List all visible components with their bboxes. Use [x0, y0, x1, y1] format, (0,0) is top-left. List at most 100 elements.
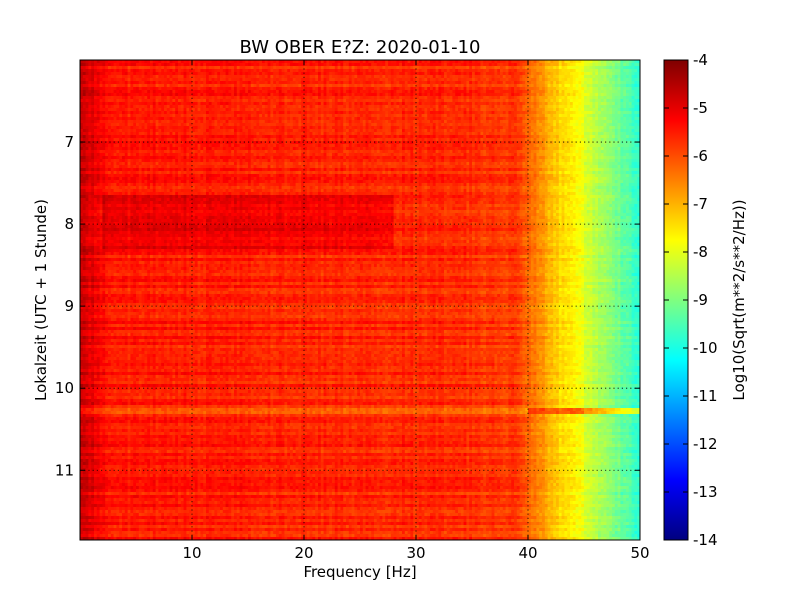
heatmap-cell	[438, 99, 442, 103]
heatmap-cell	[449, 132, 453, 136]
heatmap-cell	[239, 66, 243, 70]
heatmap-cell	[612, 105, 616, 109]
heatmap-cell	[166, 114, 170, 118]
heatmap-cell	[592, 126, 596, 130]
heatmap-cell	[600, 87, 604, 91]
heatmap-cell	[113, 60, 117, 64]
heatmap-cell	[402, 78, 406, 82]
heatmap-cell	[421, 66, 425, 70]
heatmap-cell	[575, 111, 579, 115]
heatmap-cell	[446, 81, 450, 85]
heatmap-cell	[533, 126, 537, 130]
heatmap-cell	[427, 99, 431, 103]
heatmap-cell	[136, 78, 140, 82]
heatmap-cell	[108, 81, 112, 85]
heatmap-cell	[567, 132, 571, 136]
heatmap-cell	[312, 93, 316, 97]
heatmap-cell	[292, 87, 296, 91]
heatmap-cell	[455, 66, 459, 70]
heatmap-cell	[197, 111, 201, 115]
heatmap-cell	[186, 78, 190, 82]
heatmap-cell	[505, 75, 509, 79]
heatmap-cell	[281, 60, 285, 64]
heatmap-cell	[595, 87, 599, 91]
heatmap-cell	[556, 123, 560, 127]
heatmap-cell	[617, 123, 621, 127]
heatmap-cell	[444, 72, 448, 76]
heatmap-cell	[399, 102, 403, 106]
heatmap-cell	[424, 96, 428, 100]
heatmap-cell	[617, 60, 621, 64]
heatmap-cell	[505, 99, 509, 103]
heatmap-cell	[351, 114, 355, 118]
heatmap-cell	[110, 66, 114, 70]
heatmap-cell	[192, 72, 196, 76]
heatmap-cell	[228, 93, 232, 97]
heatmap-cell	[323, 81, 327, 85]
heatmap-cell	[500, 114, 504, 118]
heatmap-cell	[315, 78, 319, 82]
heatmap-cell	[206, 75, 210, 79]
heatmap-cell	[458, 78, 462, 82]
heatmap-cell	[259, 123, 263, 127]
heatmap-cell	[446, 96, 450, 100]
heatmap-cell	[239, 120, 243, 124]
heatmap-cell	[236, 81, 240, 85]
heatmap-cell	[505, 87, 509, 91]
heatmap-cell	[346, 66, 350, 70]
heatmap-cell	[519, 105, 523, 109]
heatmap-cell	[110, 93, 114, 97]
heatmap-cell	[144, 114, 148, 118]
heatmap-cell	[581, 105, 585, 109]
heatmap-cell	[278, 90, 282, 94]
heatmap-cell	[194, 102, 198, 106]
heatmap-cell	[609, 69, 613, 73]
heatmap-cell	[460, 129, 464, 133]
heatmap-cell	[368, 69, 372, 73]
heatmap-cell	[105, 78, 109, 82]
heatmap-cell	[337, 63, 341, 67]
heatmap-cell	[600, 93, 604, 97]
heatmap-cell	[455, 120, 459, 124]
heatmap-cell	[626, 123, 630, 127]
heatmap-cell	[516, 129, 520, 133]
heatmap-cell	[116, 96, 120, 100]
heatmap-cell	[634, 99, 638, 103]
heatmap-cell	[469, 75, 473, 79]
heatmap-cell	[567, 90, 571, 94]
heatmap-cell	[472, 93, 476, 97]
heatmap-cell	[298, 120, 302, 124]
heatmap-cell	[346, 63, 350, 67]
heatmap-cell	[404, 99, 408, 103]
heatmap-cell	[430, 87, 434, 91]
heatmap-cell	[528, 117, 532, 121]
heatmap-cell	[94, 114, 98, 118]
heatmap-cell	[379, 99, 383, 103]
heatmap-cell	[318, 87, 322, 91]
heatmap-cell	[393, 129, 397, 133]
heatmap-cell	[628, 108, 632, 112]
heatmap-cell	[382, 63, 386, 67]
heatmap-cell	[267, 63, 271, 67]
heatmap-cell	[502, 60, 506, 64]
heatmap-cell	[561, 60, 565, 64]
heatmap-cell	[295, 84, 299, 88]
heatmap-cell	[147, 126, 151, 130]
heatmap-cell	[519, 120, 523, 124]
heatmap-cell	[416, 108, 420, 112]
heatmap-cell	[581, 120, 585, 124]
heatmap-cell	[626, 105, 630, 109]
heatmap-cell	[217, 84, 221, 88]
heatmap-cell	[197, 93, 201, 97]
heatmap-cell	[105, 72, 109, 76]
heatmap-cell	[340, 132, 344, 136]
heatmap-cell	[348, 78, 352, 82]
heatmap-cell	[211, 63, 215, 67]
heatmap-cell	[248, 63, 252, 67]
heatmap-cell	[253, 114, 257, 118]
heatmap-cell	[136, 114, 140, 118]
heatmap-cell	[528, 120, 532, 124]
heatmap-cell	[539, 60, 543, 64]
heatmap-cell	[556, 117, 560, 121]
heatmap-cell	[626, 111, 630, 115]
